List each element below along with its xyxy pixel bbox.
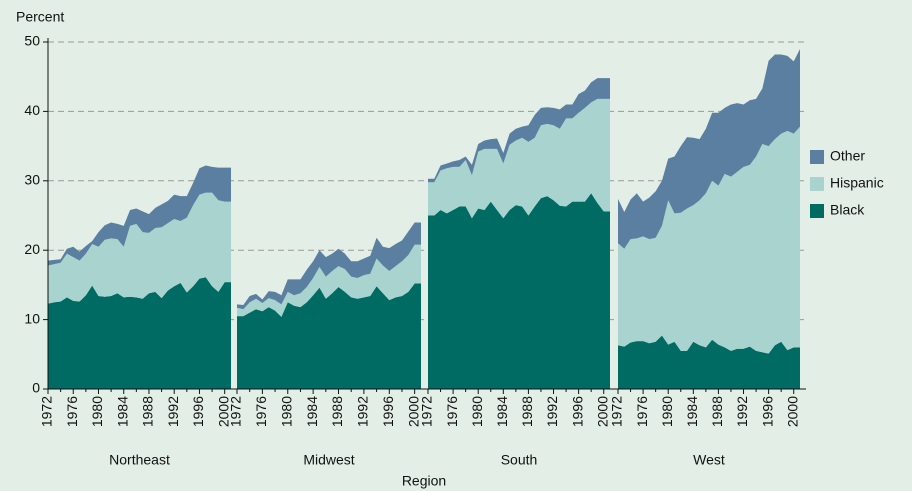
- area: [237, 222, 421, 310]
- legend-swatch: [810, 204, 824, 218]
- x-tick-label: 1972: [228, 396, 244, 427]
- area: [618, 126, 800, 354]
- area: [237, 283, 421, 389]
- area: [618, 335, 800, 389]
- y-axis-label: Percent: [16, 9, 64, 25]
- x-tick-label: 2000: [215, 396, 231, 427]
- x-tick-label: 1992: [734, 396, 750, 427]
- x-tick-label: 1980: [278, 396, 294, 427]
- panel-label: Midwest: [303, 452, 354, 468]
- x-tick-label: 1984: [114, 396, 130, 427]
- x-tick-label: 1980: [469, 396, 485, 427]
- legend-swatch: [810, 177, 824, 191]
- area: [48, 277, 231, 389]
- area: [618, 48, 800, 249]
- area: [428, 98, 610, 219]
- panel-label: Northeast: [109, 452, 170, 468]
- x-tick-label: 2000: [594, 396, 610, 427]
- area: [428, 193, 610, 389]
- legend-swatch: [810, 150, 824, 164]
- x-tick-label: 1976: [64, 396, 80, 427]
- panel-label: South: [501, 452, 538, 468]
- x-tick-label: 2000: [405, 396, 421, 427]
- y-tick-label: 40: [24, 102, 40, 118]
- x-tick-label: 1996: [759, 396, 775, 427]
- x-tick-label: 1972: [609, 396, 625, 427]
- x-tick-label: 1980: [89, 396, 105, 427]
- x-tick-label: 1984: [684, 396, 700, 427]
- x-tick-label: 1972: [419, 396, 435, 427]
- x-tick-label: 1992: [355, 396, 371, 427]
- x-tick-label: 1988: [329, 396, 345, 427]
- x-tick-label: 1992: [165, 396, 181, 427]
- area: [48, 192, 231, 304]
- area: [428, 78, 610, 183]
- x-tick-label: 1992: [544, 396, 560, 427]
- legend-label: Hispanic: [830, 175, 884, 191]
- legend-label: Other: [830, 148, 865, 164]
- area: [48, 165, 231, 266]
- x-tick-label: 2000: [784, 396, 800, 427]
- y-tick-label: 20: [24, 241, 40, 257]
- x-axis-label: Region: [402, 473, 446, 489]
- area: [237, 244, 421, 317]
- x-tick-label: 1984: [304, 396, 320, 427]
- y-tick-label: 0: [32, 380, 40, 396]
- x-tick-label: 1972: [39, 396, 55, 427]
- x-tick-label: 1976: [253, 396, 269, 427]
- x-tick-label: 1996: [569, 396, 585, 427]
- x-tick-label: 1976: [634, 396, 650, 427]
- x-tick-label: 1984: [494, 396, 510, 427]
- x-tick-label: 1988: [140, 396, 156, 427]
- panel-label: West: [693, 452, 725, 468]
- x-tick-label: 1996: [190, 396, 206, 427]
- y-tick-label: 30: [24, 172, 40, 188]
- legend-label: Black: [830, 202, 865, 218]
- x-tick-label: 1980: [659, 396, 675, 427]
- x-tick-label: 1988: [709, 396, 725, 427]
- x-tick-label: 1976: [444, 396, 460, 427]
- y-tick-label: 10: [24, 310, 40, 326]
- y-tick-label: 50: [24, 33, 40, 49]
- x-tick-label: 1988: [519, 396, 535, 427]
- x-tick-label: 1996: [380, 396, 396, 427]
